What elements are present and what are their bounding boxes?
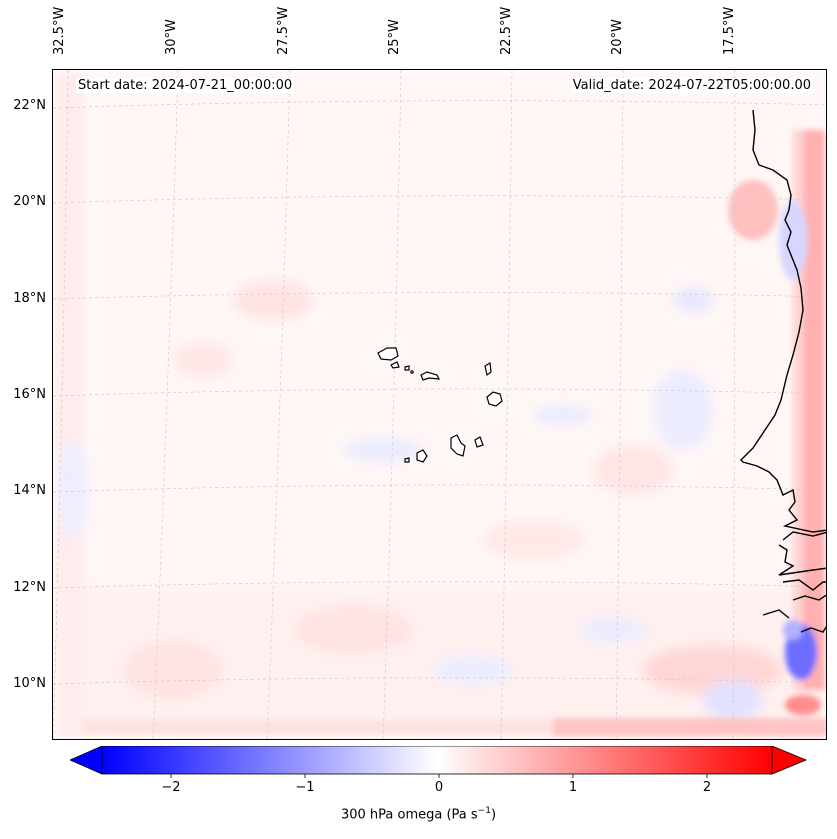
colorbar bbox=[70, 746, 808, 778]
lon-label-32-5w: 32.5°W bbox=[52, 6, 67, 55]
lon-label-25w: 25°W bbox=[387, 19, 402, 55]
colorbar-tick-2: 2 bbox=[702, 780, 712, 795]
colorbar-max-extend-triangle bbox=[771, 746, 808, 775]
colorbar-label-superscript: −1 bbox=[477, 806, 491, 816]
colorbar-min-extend-triangle bbox=[70, 746, 103, 775]
colorbar-label-close: ) bbox=[490, 807, 497, 823]
lat-label-10n: 10°N bbox=[13, 676, 46, 691]
colorbar-tick-1: 1 bbox=[568, 780, 578, 795]
boundary-bands bbox=[83, 130, 826, 736]
lat-label-20n: 20°N bbox=[13, 194, 46, 209]
lat-label-16n: 16°N bbox=[13, 387, 46, 402]
lon-label-27-5w: 27.5°W bbox=[276, 6, 291, 55]
graticule bbox=[53, 70, 826, 739]
lat-label-18n: 18°N bbox=[13, 291, 46, 306]
colorbar-gradient bbox=[101, 746, 773, 775]
lon-label-30w: 30°W bbox=[164, 19, 179, 55]
lon-label-22-5w: 22.5°W bbox=[499, 6, 514, 55]
colorbar-tick-0: 0 bbox=[434, 780, 444, 795]
start-date-text: Start date: 2024-07-21_00:00:00 bbox=[76, 78, 295, 93]
colorbar-tick-minus-2: −2 bbox=[161, 780, 181, 795]
coastline-africa bbox=[740, 109, 826, 633]
map-plot bbox=[53, 70, 826, 739]
valid-date-text: Valid_date: 2024-07-22T05:00:00.00 bbox=[570, 78, 813, 93]
lat-label-14n: 14°N bbox=[13, 483, 46, 498]
lon-label-20w: 20°W bbox=[610, 19, 625, 55]
lon-label-17-5w: 17.5°W bbox=[722, 6, 737, 55]
lat-label-12n: 12°N bbox=[13, 580, 46, 595]
colorbar-tick-minus-1: −1 bbox=[295, 780, 315, 795]
colorbar-label: 300 hPa omega (Pa s−1) bbox=[0, 806, 837, 822]
cape-verde-islands bbox=[377, 347, 503, 463]
omega-field bbox=[53, 70, 826, 739]
map-frame[interactable] bbox=[52, 69, 827, 740]
colorbar-label-text: 300 hPa omega (Pa s bbox=[340, 807, 478, 823]
lat-label-22n: 22°N bbox=[13, 98, 46, 113]
